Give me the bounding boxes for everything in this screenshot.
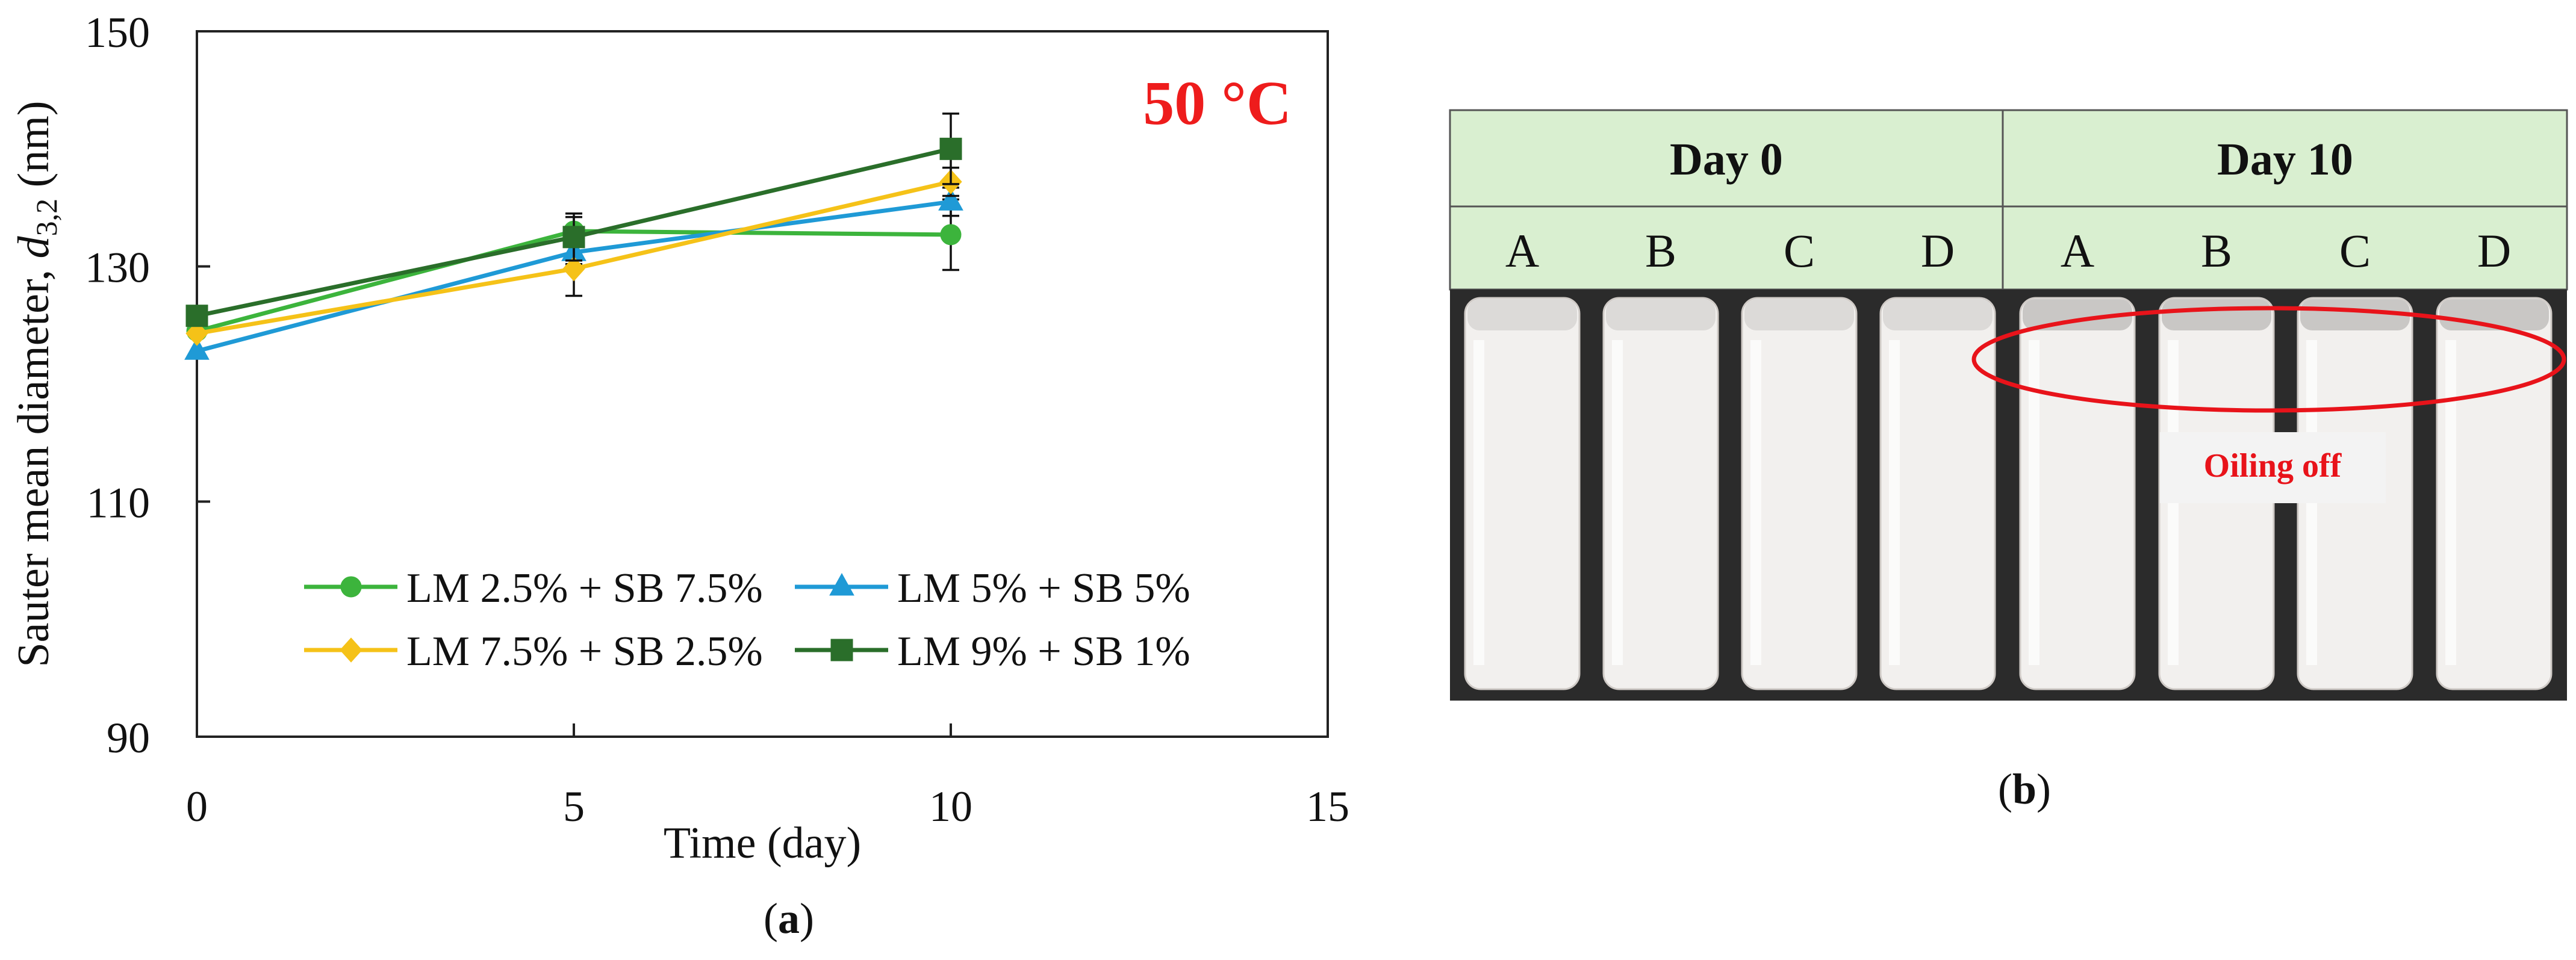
vial-top <box>1744 299 1854 330</box>
photo-panel-b: Day 0 Day 10 A B C D A B C D Oiling off (b) <box>1449 109 2568 813</box>
data-point <box>939 137 962 160</box>
sample-label-b: B <box>2201 225 2232 277</box>
legend-label: LM 7.5% + SB 2.5% <box>406 628 763 675</box>
oiling-off-ellipse <box>1971 306 2566 413</box>
y-tick-label: 150 <box>85 8 150 57</box>
y-tick-label: 90 <box>107 714 150 762</box>
vial-highlight <box>1889 340 1900 665</box>
vial-highlight <box>1750 340 1761 665</box>
legend-marker <box>340 637 362 663</box>
y-axis-label: Sauter mean diameter, d3,2 (nm) <box>9 101 63 667</box>
series-4 <box>185 112 962 327</box>
series-layer <box>184 112 963 360</box>
y-label-prefix: Sauter mean diameter, <box>9 258 58 667</box>
chart-title: 50 °C <box>1143 69 1292 138</box>
data-point <box>940 224 962 246</box>
legend-marker <box>829 572 854 596</box>
sample-label-d: D <box>1921 225 1955 277</box>
sample-label-c: C <box>2339 225 2371 277</box>
y-label-subscript: 3,2 <box>30 199 63 237</box>
vial <box>2019 297 2136 690</box>
vial-top <box>2023 299 2132 330</box>
vial <box>2436 297 2553 690</box>
legend-marker <box>340 576 362 598</box>
x-axis-ticks: 0 5 10 15 <box>186 723 1349 831</box>
vial-body <box>1602 297 1719 690</box>
legend-label: LM 5% + SB 5% <box>897 565 1190 612</box>
y-label-variable: d <box>9 235 58 258</box>
sample-label-c: C <box>1784 225 1815 277</box>
sample-label-a: A <box>1505 225 1539 277</box>
vials <box>1464 297 2553 690</box>
sample-label-a: A <box>2061 225 2094 277</box>
legend-label: LM 2.5% + SB 7.5% <box>406 565 763 612</box>
legend-entry: LM 5% + SB 5% <box>795 565 1190 612</box>
plot-frame <box>196 30 1329 738</box>
vial-highlight <box>1612 340 1623 665</box>
x-tick-label: 15 <box>1306 782 1349 831</box>
x-tick-label: 10 <box>929 782 972 831</box>
vial <box>1741 297 1858 690</box>
vial-top <box>2162 299 2271 330</box>
legend-label: LM 9% + SB 1% <box>897 628 1190 675</box>
vial-highlight <box>2029 340 2039 665</box>
panel-a-letter: a <box>778 894 800 943</box>
y-tick-label: 110 <box>87 478 150 527</box>
header-background <box>1449 109 2568 291</box>
vial-body <box>2019 297 2136 690</box>
x-tick-label: 5 <box>563 782 585 831</box>
oiling-off-label-box <box>2160 432 2386 503</box>
x-tick-label: 0 <box>186 782 208 831</box>
day-0-header: Day 0 <box>1670 134 1783 185</box>
data-point <box>185 305 208 327</box>
y-label-unit: (nm) <box>9 101 58 198</box>
legend-entry: LM 2.5% + SB 7.5% <box>304 565 763 612</box>
x-axis-label: Time (day) <box>664 819 861 868</box>
vial <box>1602 297 1719 690</box>
vial-top <box>1883 299 1993 330</box>
legend-entry: LM 9% + SB 1% <box>795 628 1190 675</box>
vial-highlight <box>1473 340 1484 665</box>
data-point <box>185 321 208 346</box>
vial <box>1879 297 1996 690</box>
data-point <box>938 188 963 211</box>
legend-marker <box>830 639 853 661</box>
vial-top <box>1467 299 1577 330</box>
panel-a-label: (a) <box>764 894 814 943</box>
panel-b-label: (b) <box>1998 765 2051 813</box>
chart-panel-a: 90 110 130 150 0 5 10 15 50 °C Time (day) Saut… <box>9 8 1349 943</box>
panel-b-letter: b <box>2012 765 2036 813</box>
y-tick-label: 130 <box>85 244 150 292</box>
oiling-off-label: Oiling off <box>2204 447 2342 485</box>
vial-body <box>1879 297 1996 690</box>
sample-label-d: D <box>2477 225 2511 277</box>
day-10-header: Day 10 <box>2217 134 2353 185</box>
sample-label-b: B <box>1645 225 1676 277</box>
vial-highlight <box>2445 340 2456 665</box>
vial-body <box>1464 297 1581 690</box>
vial-top <box>1606 299 1716 330</box>
legend: LM 2.5% + SB 7.5% LM 5% + SB 5% LM 7.5% + … <box>304 565 1190 675</box>
legend-entry: LM 7.5% + SB 2.5% <box>304 628 763 675</box>
vial-top <box>2300 299 2410 330</box>
y-axis-ticks: 90 110 130 150 <box>85 8 210 762</box>
vial-body <box>1741 297 1858 690</box>
data-point <box>562 226 585 249</box>
vial <box>1464 297 1581 690</box>
data-point <box>562 256 585 282</box>
data-point <box>184 337 210 360</box>
